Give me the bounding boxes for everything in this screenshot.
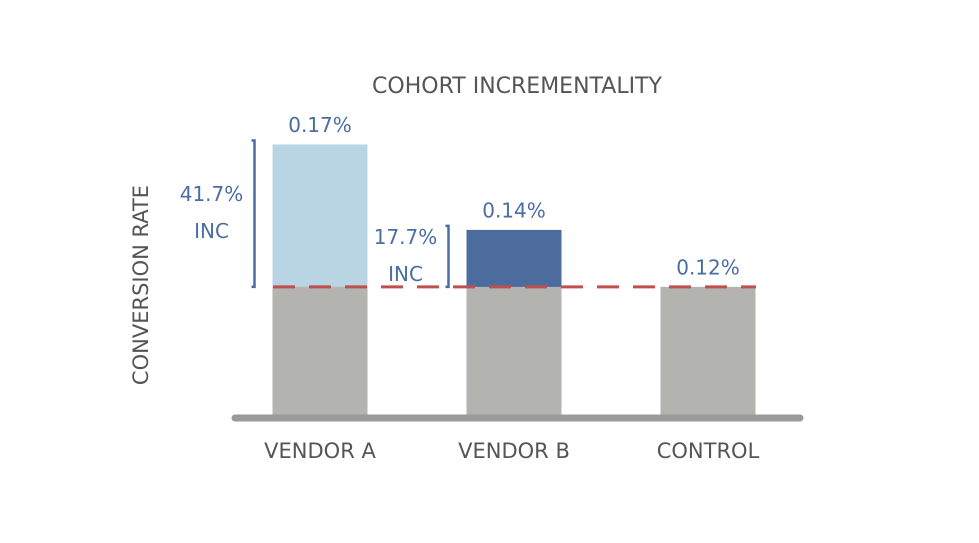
bar-base bbox=[272, 286, 368, 415]
increment-bracket bbox=[251, 139, 256, 289]
value-label: 0.17% bbox=[288, 113, 352, 137]
bar-base bbox=[466, 286, 562, 415]
value-label: 0.14% bbox=[482, 198, 546, 222]
increment-label: INC bbox=[388, 262, 423, 286]
increment-label: INC bbox=[194, 219, 229, 243]
x-tick-label: CONTROL bbox=[657, 439, 760, 463]
increment-bracket bbox=[445, 224, 450, 289]
value-label: 0.12% bbox=[676, 255, 740, 279]
x-tick-label: VENDOR A bbox=[264, 439, 376, 463]
y-axis-label: CONVERSION RATE bbox=[129, 185, 153, 385]
increment-label: 17.7% bbox=[374, 225, 438, 249]
x-tick-label: VENDOR B bbox=[458, 439, 570, 463]
chart-title: COHORT INCREMENTALITY bbox=[372, 74, 662, 99]
increment-label: 41.7% bbox=[180, 182, 244, 206]
bar bbox=[660, 286, 756, 415]
